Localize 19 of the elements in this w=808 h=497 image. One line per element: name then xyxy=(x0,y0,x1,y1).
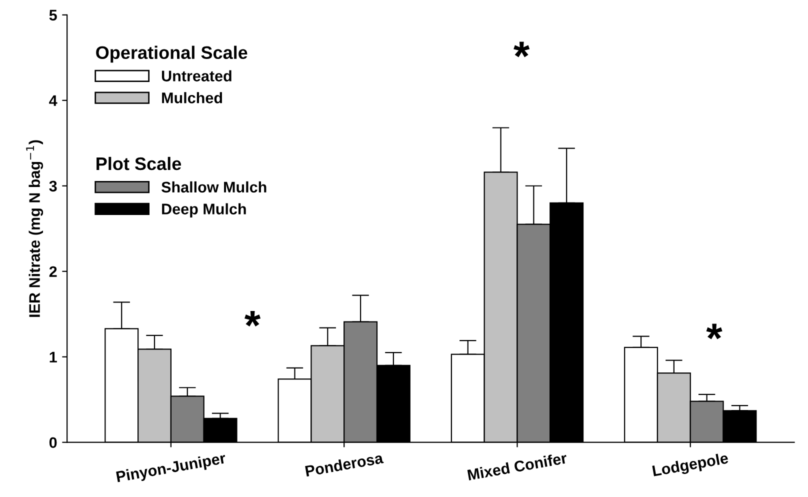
legend-label: Untreated xyxy=(162,70,232,82)
y-tick-label: 2 xyxy=(49,266,57,277)
annotation: * xyxy=(244,310,261,326)
annotation: * xyxy=(706,324,722,340)
y-axis-title: IER Nitrate (mg N bag$^{−1}$) xyxy=(26,140,44,317)
legend-label: Deep Mulch xyxy=(162,203,246,218)
legend-label: Mulched xyxy=(162,92,222,104)
y-tick-label: 1 xyxy=(50,352,57,362)
x-tick-label: Ponderosa xyxy=(304,452,384,477)
y-tick-label: 0 xyxy=(49,437,57,448)
y-tick-label: 4 xyxy=(49,95,58,106)
x-tick-label: Lodgepole xyxy=(652,452,730,480)
y-tick-label: 5 xyxy=(49,10,57,21)
annotation: * xyxy=(514,42,530,58)
x-tick-label: Mixed Conifer xyxy=(467,452,568,480)
annotation: Plot Scale xyxy=(96,156,182,170)
legend-label: Shallow Mulch xyxy=(161,181,266,193)
y-tick-label: 3 xyxy=(49,180,57,192)
legend-title: Operational Scale xyxy=(96,46,248,63)
